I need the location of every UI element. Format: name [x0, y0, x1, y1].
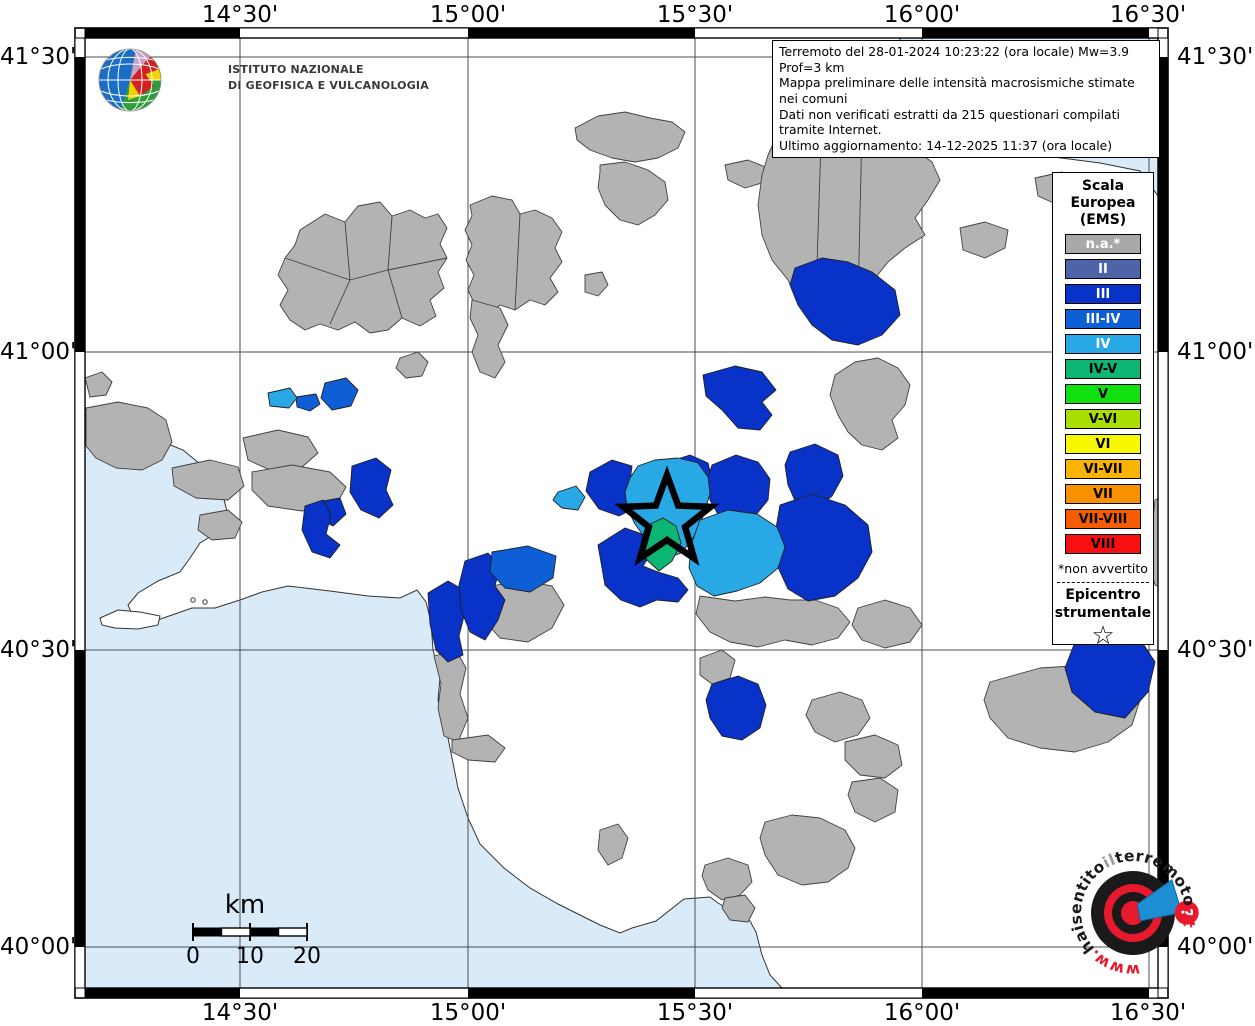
scale-bar-unit: km	[224, 890, 266, 920]
legend-item-v-vi: V-VI	[1065, 409, 1141, 430]
legend-swatch-vi-vii: VI-VII	[1065, 459, 1141, 480]
axis-label-bottom-5: 16°30'	[1109, 1000, 1187, 1026]
ingv-logo-line1: ISTITUTO NAZIONALE	[228, 63, 364, 76]
scale-bar-tick-0: 0	[186, 944, 200, 969]
legend-item-iii: III	[1065, 284, 1141, 305]
earthquake-info-box: Terremoto del 28-01-2024 10:23:22 (ora l…	[772, 40, 1160, 159]
legend-swatch-na: n.a.*	[1065, 234, 1141, 255]
legend-item-vii: VII	[1065, 484, 1141, 505]
ingv-globe-logo	[98, 48, 162, 112]
scale-bar-tick-20: 20	[293, 944, 321, 969]
axis-label-bottom-4: 16°00'	[883, 1000, 961, 1026]
legend-title: Scala Europea (EMS)	[1053, 178, 1153, 229]
municipalities-intensity-iii	[301, 257, 1156, 741]
axis-label-top-3: 15°30'	[656, 2, 734, 28]
scale-bar-tick-10: 10	[236, 944, 264, 969]
legend-item-v: V	[1065, 384, 1141, 405]
axis-label-top-5: 16°30'	[1109, 2, 1187, 28]
legend-swatch-viii: VIII	[1065, 534, 1141, 555]
legend-title-line3: (EMS)	[1079, 212, 1127, 229]
info-line-data-source: Dati non verificati estratti da 215 ques…	[779, 106, 1120, 138]
axis-label-right-4: 40°00'	[1177, 934, 1254, 960]
axis-label-bottom-1: 14°30'	[201, 1000, 279, 1026]
axis-label-right-1: 41°30'	[1177, 44, 1254, 70]
axis-label-left-1: 41°30'	[0, 44, 77, 70]
legend-swatch-vii-viii: VII-VIII	[1065, 509, 1141, 530]
info-line-map-type: Mappa preliminare delle intensità macros…	[779, 75, 1135, 106]
legend-swatch-iii: III	[1065, 284, 1141, 305]
legend-footnote: *non avvertito	[1058, 561, 1148, 577]
municipalities-intensity-iii-iv	[295, 377, 557, 593]
intensity-legend: Scala Europea (EMS) n.a.* II III III-IV …	[1052, 172, 1154, 650]
legend-swatch-iv-v: IV-V	[1065, 359, 1141, 380]
ingv-logo: ISTITUTO NAZIONALE DI GEOFISICA E VULCAN…	[98, 46, 429, 116]
legend-swatch-vi: VI	[1065, 434, 1141, 455]
axis-label-right-2: 41°00'	[1177, 339, 1254, 365]
ingv-logo-line2: DI GEOFISICA E VULCANOLOGIA	[228, 78, 429, 92]
legend-swatch-ii: II	[1065, 259, 1141, 280]
legend-divider	[1057, 582, 1149, 584]
epicenter-star	[614, 465, 720, 566]
ingv-logo-text: ISTITUTO NAZIONALE DI GEOFISICA E VULCAN…	[228, 62, 429, 94]
axis-label-bottom-2: 15°00'	[429, 1000, 507, 1026]
capri-island	[99, 609, 161, 630]
legend-swatch-iii-iv: III-IV	[1065, 309, 1141, 330]
legend-title-line1: Scala	[1081, 178, 1125, 194]
legend-item-na: n.a.*	[1065, 234, 1141, 255]
legend-item-iv-v: IV-V	[1065, 359, 1141, 380]
islands	[99, 597, 208, 630]
info-line-updated: Ultimo aggiornamento: 14-12-2025 11:37 (…	[779, 137, 1113, 153]
question-badge: ?	[1174, 900, 1199, 925]
legend-swatch-v-vi: V-VI	[1065, 409, 1141, 430]
legend-title-line2: Europea	[1070, 195, 1136, 212]
legend-item-ii: II	[1065, 259, 1141, 280]
map-frame	[74, 27, 1169, 999]
legend-item-vii-viii: VII-VIII	[1065, 509, 1141, 530]
svg-text:?: ?	[1177, 908, 1196, 917]
legend-epicenter-line2: strumentale	[1054, 604, 1152, 621]
axis-label-left-2: 41°00'	[0, 339, 77, 365]
legend-item-iv: IV	[1065, 334, 1141, 355]
legend-epicenter-line1: Epicentro	[1065, 587, 1141, 604]
legend-item-viii: VIII	[1065, 534, 1141, 555]
axis-label-top-1: 14°30'	[201, 2, 279, 28]
legend-star-icon: ☆	[1091, 621, 1115, 652]
legend-epicenter-label: Epicentro strumentale	[1053, 587, 1153, 622]
legend-item-iii-iv: III-IV	[1065, 309, 1141, 330]
legend-swatch-vii: VII	[1065, 484, 1141, 505]
legend-swatch-v: V	[1065, 384, 1141, 405]
info-line-event: Terremoto del 28-01-2024 10:23:22 (ora l…	[779, 44, 1130, 75]
legend-swatch-iv: IV	[1065, 334, 1141, 355]
axis-label-left-4: 40°00'	[0, 934, 77, 960]
legend-item-vi: VI	[1065, 434, 1141, 455]
axis-label-top-2: 15°00'	[429, 2, 507, 28]
axis-label-top-4: 16°00'	[883, 2, 961, 28]
graticule	[85, 38, 1158, 988]
legend-item-vi-vii: VI-VII	[1065, 459, 1141, 480]
axis-label-bottom-3: 15°30'	[656, 1000, 734, 1026]
axis-label-left-3: 40°30'	[0, 637, 77, 663]
scale-bar	[192, 923, 308, 941]
axis-label-right-3: 40°30'	[1177, 637, 1254, 663]
